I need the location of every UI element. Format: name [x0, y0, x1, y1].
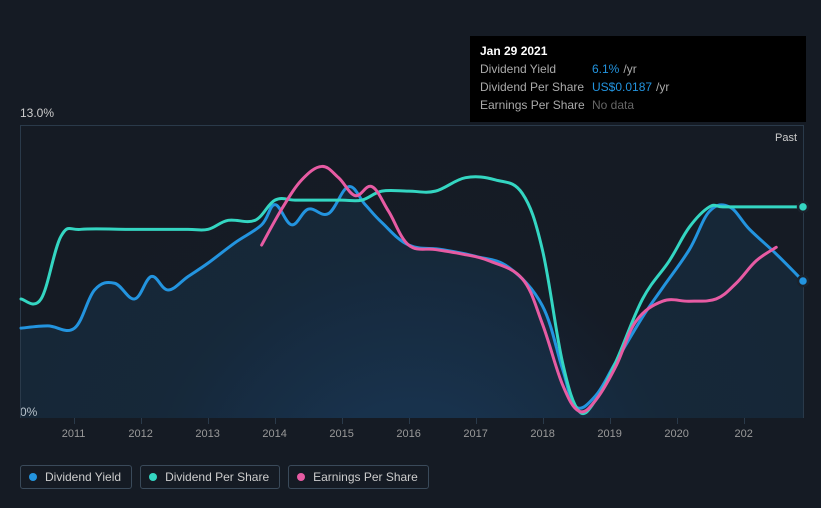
legend-item-dps[interactable]: Dividend Per Share [140, 465, 280, 489]
legend-label: Earnings Per Share [313, 470, 418, 484]
legend-item-yield[interactable]: Dividend Yield [20, 465, 132, 489]
tooltip-value: US$0.0187 [592, 78, 652, 96]
xaxis: 2011 2012 2013 2014 2015 2016 2017 2018 2019 2020… [20, 418, 804, 448]
xaxis-label: 2016 [396, 428, 420, 440]
xaxis-label: 2020 [664, 428, 688, 440]
tooltip-row-dps: Dividend Per Share US$0.0187 /yr [480, 78, 796, 96]
tooltip-label: Earnings Per Share [480, 96, 592, 114]
xaxis-label: 2017 [463, 428, 487, 440]
xaxis-tick [744, 418, 745, 424]
xaxis-tick [342, 418, 343, 424]
xaxis-tick [409, 418, 410, 424]
tooltip-date: Jan 29 2021 [480, 42, 796, 60]
xaxis-tick [677, 418, 678, 424]
legend-label: Dividend Per Share [165, 470, 269, 484]
xaxis-label: 2012 [128, 428, 152, 440]
legend-dot-icon [29, 473, 37, 481]
xaxis-label: 2011 [62, 428, 86, 440]
legend-dot-icon [297, 473, 305, 481]
xaxis-label: 2018 [530, 428, 554, 440]
tooltip-value: 6.1% [592, 60, 619, 78]
xaxis-tick [543, 418, 544, 424]
legend-dot-icon [149, 473, 157, 481]
tooltip-label: Dividend Yield [480, 60, 592, 78]
xaxis-tick [208, 418, 209, 424]
xaxis-tick [74, 418, 75, 424]
xaxis-label: 2013 [195, 428, 219, 440]
tooltip-row-eps: Earnings Per Share No data [480, 96, 796, 114]
xaxis-tick [476, 418, 477, 424]
tooltip-value: No data [592, 96, 634, 114]
xaxis-label: 202 [735, 428, 753, 440]
hover-tooltip: Jan 29 2021 Dividend Yield 6.1% /yr Divi… [470, 36, 806, 122]
xaxis-label: 2019 [597, 428, 621, 440]
chart-svg [21, 126, 803, 418]
legend: Dividend Yield Dividend Per Share Earnin… [20, 465, 429, 489]
legend-label: Dividend Yield [45, 470, 121, 484]
chart-plot-area[interactable]: Past [20, 125, 804, 418]
xaxis-tick [275, 418, 276, 424]
legend-item-eps[interactable]: Earnings Per Share [288, 465, 429, 489]
xaxis-label: 2014 [262, 428, 286, 440]
xaxis-tick [610, 418, 611, 424]
xaxis-tick [141, 418, 142, 424]
yaxis-max-label: 13.0% [20, 106, 54, 120]
tooltip-label: Dividend Per Share [480, 78, 592, 96]
tooltip-unit: /yr [623, 60, 636, 78]
tooltip-unit: /yr [656, 78, 669, 96]
xaxis-label: 2015 [329, 428, 353, 440]
tooltip-row-yield: Dividend Yield 6.1% /yr [480, 60, 796, 78]
